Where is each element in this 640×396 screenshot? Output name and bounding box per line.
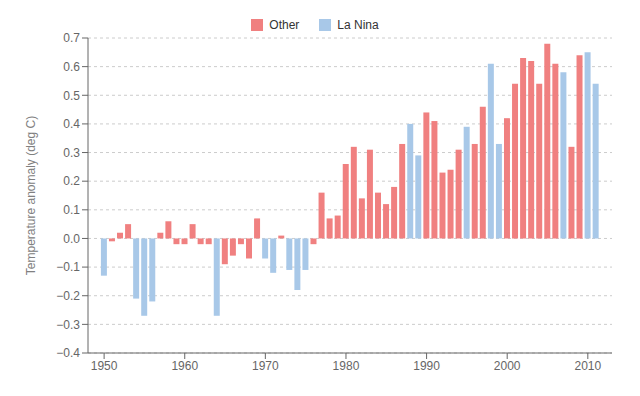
svg-text:Temperature anomaly (deg C): Temperature anomaly (deg C) (24, 116, 38, 275)
svg-text:1950: 1950 (91, 359, 118, 373)
svg-text:0.7: 0.7 (63, 31, 80, 45)
svg-text:1980: 1980 (333, 359, 360, 373)
html-text:La Nina: La Nina (337, 18, 379, 32)
svg-text:1960: 1960 (171, 359, 198, 373)
svg-text:0.1: 0.1 (63, 203, 80, 217)
svg-text:0.6: 0.6 (63, 60, 80, 74)
svg-text:1990: 1990 (413, 359, 440, 373)
svg-text:−0.4: −0.4 (56, 346, 80, 360)
svg-text:0.5: 0.5 (63, 89, 80, 103)
svg-text:0.2: 0.2 (63, 174, 80, 188)
html-text:Other: Other (269, 18, 300, 32)
svg-text:−0.1: −0.1 (56, 260, 80, 274)
svg-text:−0.3: −0.3 (56, 318, 80, 332)
svg-text:2000: 2000 (494, 359, 521, 373)
svg-text:−0.2: −0.2 (56, 289, 80, 303)
svg-text:0.4: 0.4 (63, 117, 80, 131)
svg-text:0.0: 0.0 (63, 232, 80, 246)
svg-text:0.3: 0.3 (63, 146, 80, 160)
svg-text:1970: 1970 (252, 359, 279, 373)
svg-text:2010: 2010 (574, 359, 601, 373)
